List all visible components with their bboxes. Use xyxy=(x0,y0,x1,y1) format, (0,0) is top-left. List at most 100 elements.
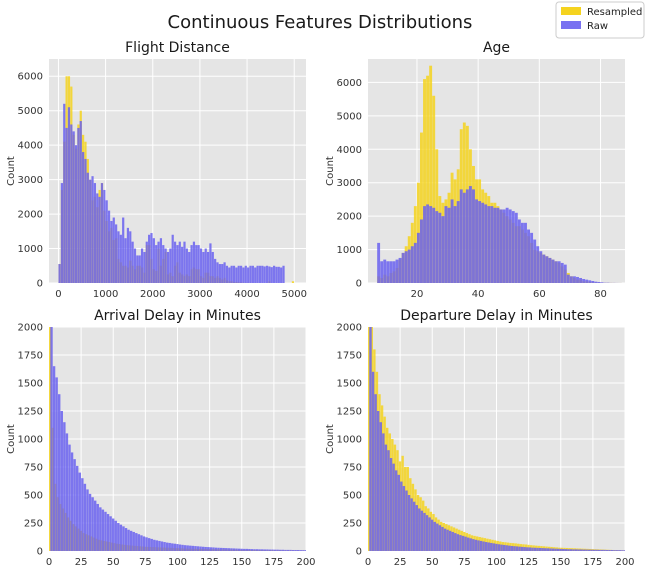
bar-raw xyxy=(206,251,210,283)
x-tick-label: 75 xyxy=(458,557,471,568)
bar-raw xyxy=(412,501,416,551)
bar-resampled xyxy=(411,483,415,551)
bar-raw xyxy=(158,540,161,551)
bar-raw xyxy=(600,282,604,283)
bar-resampled xyxy=(537,545,541,551)
bar-raw xyxy=(438,525,442,551)
bar-raw xyxy=(217,547,220,551)
bar-raw xyxy=(481,202,485,283)
bar-raw xyxy=(214,547,218,551)
bar-resampled xyxy=(172,547,175,551)
bar-raw xyxy=(384,444,388,551)
bar-raw xyxy=(425,515,429,551)
bar-raw xyxy=(230,265,233,283)
bar-raw xyxy=(124,238,127,283)
x-tick-label: 3000 xyxy=(187,289,212,300)
bar-raw xyxy=(389,261,393,283)
bar-resampled xyxy=(259,550,263,551)
x-tick-label: 75 xyxy=(139,557,152,568)
bar-resampled xyxy=(254,549,258,551)
bar-resampled xyxy=(177,548,180,551)
bar-raw xyxy=(405,490,408,551)
bar-raw xyxy=(469,538,472,551)
bar-resampled xyxy=(126,545,129,551)
bar-resampled xyxy=(460,530,463,551)
bar-raw xyxy=(413,242,417,283)
bar-raw xyxy=(52,366,56,551)
bar-resampled xyxy=(550,546,553,551)
bar-raw xyxy=(389,458,393,551)
bar-raw xyxy=(55,377,58,551)
bar-raw xyxy=(430,519,434,551)
bar-raw xyxy=(150,538,153,551)
bar-raw xyxy=(164,248,167,283)
bar-raw xyxy=(279,549,282,551)
bar-resampled xyxy=(483,538,487,551)
bar-raw xyxy=(590,549,593,551)
y-tick-label: 1500 xyxy=(18,379,43,390)
bar-raw xyxy=(247,267,250,283)
bar-raw xyxy=(122,526,125,551)
bar-resampled xyxy=(128,545,132,551)
y-tick-label: 1000 xyxy=(337,245,362,256)
bar-raw xyxy=(57,394,61,551)
bar-raw xyxy=(484,542,488,551)
bar-raw xyxy=(402,486,406,551)
bar-resampled xyxy=(190,548,193,551)
y-tick-label: 1000 xyxy=(337,435,362,446)
bar-raw xyxy=(451,531,454,551)
bar-raw xyxy=(432,207,436,283)
bar-raw xyxy=(65,433,69,551)
bar-raw xyxy=(518,546,521,551)
bar-raw xyxy=(465,189,469,283)
bar-resampled xyxy=(180,548,183,551)
bar-raw xyxy=(166,251,170,283)
bars xyxy=(377,65,622,283)
bar-raw xyxy=(132,531,135,551)
bar-resampled xyxy=(54,483,57,551)
bar-raw xyxy=(438,212,442,283)
bar-raw xyxy=(225,265,229,283)
x-tick-label: 150 xyxy=(232,557,251,568)
x-tick-label: 20 xyxy=(411,289,424,300)
bar-resampled xyxy=(154,547,157,551)
panel-3: 0 25 50 75 100 125 150 175 200025050075010001250… xyxy=(325,308,635,568)
bar-raw xyxy=(183,545,187,551)
bar-raw xyxy=(204,248,207,283)
bar-raw xyxy=(183,241,186,283)
bar-raw xyxy=(594,281,598,283)
bar-raw xyxy=(304,550,306,551)
bar-resampled xyxy=(547,546,551,551)
bar-resampled xyxy=(391,439,394,551)
bar-raw xyxy=(75,465,79,551)
x-tick-label: 125 xyxy=(519,557,538,568)
bar-resampled xyxy=(578,548,582,551)
bar-resampled xyxy=(90,536,93,551)
bar-raw xyxy=(496,207,500,283)
bar-resampled xyxy=(131,545,134,551)
bar-resampled xyxy=(524,544,528,551)
bar-raw xyxy=(235,267,238,283)
bar-resampled xyxy=(558,547,561,551)
bar-raw xyxy=(454,533,457,551)
bar-raw xyxy=(416,232,420,283)
bar-resampled xyxy=(226,549,229,551)
bars xyxy=(368,327,625,551)
bar-resampled xyxy=(529,545,533,551)
bar-raw xyxy=(242,267,245,283)
bar-raw xyxy=(114,520,117,551)
bar-raw xyxy=(131,241,134,283)
bar-resampled xyxy=(385,427,389,551)
bar-resampled xyxy=(573,548,577,551)
bar-raw xyxy=(201,546,205,551)
bar-raw xyxy=(567,549,570,551)
bar-raw xyxy=(468,186,472,283)
bar-resampled xyxy=(609,549,612,551)
bar-resampled xyxy=(108,542,111,551)
bar-raw xyxy=(556,548,560,551)
bar-resampled xyxy=(252,549,255,551)
y-axis-label: Count xyxy=(6,424,17,454)
bar-resampled xyxy=(437,519,440,551)
bar-resampled xyxy=(97,539,101,551)
bar-resampled xyxy=(522,544,525,551)
